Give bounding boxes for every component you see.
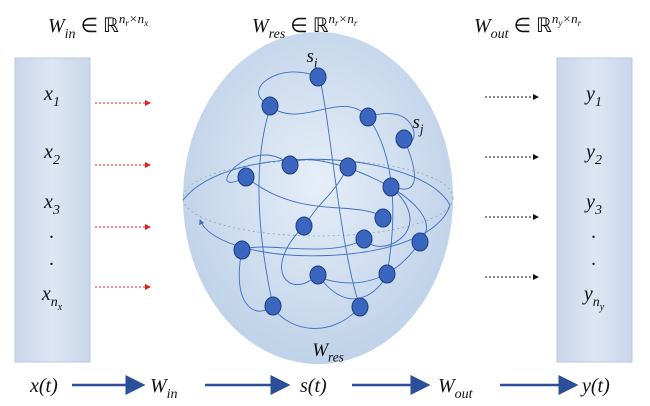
math-label: x1 (43, 83, 60, 110)
labels: Win ∈ ℝnr×nx Wres ∈ ℝnr×nr Wout ∈ ℝny×nrx1… (29, 11, 610, 402)
subscript: j (418, 122, 424, 137)
subscript: out (491, 27, 510, 42)
math-label: xnx (41, 283, 63, 313)
math-label: yny (582, 283, 605, 313)
math-label: Wout ∈ ℝny×nr (474, 11, 582, 42)
math-label: Win (150, 375, 178, 402)
subscript: in (167, 387, 178, 402)
output-arrows (485, 94, 539, 280)
subscript: 2 (595, 153, 602, 168)
symbol: W (150, 375, 169, 397)
math-label: x2 (43, 141, 60, 168)
subscript: out (455, 387, 474, 402)
math-label: x3 (43, 191, 60, 218)
subscript: in (65, 27, 76, 42)
input-arrows (95, 100, 151, 290)
subscript: n (51, 295, 58, 310)
output-box (556, 57, 633, 363)
symbol: W (312, 340, 330, 361)
math-label: Wres ∈ ℝnr×nr (252, 11, 358, 42)
symbol: W (48, 15, 67, 37)
math-label: s(t) (300, 375, 327, 397)
math-label: sj (412, 112, 423, 137)
symbol: y (582, 283, 593, 305)
superscript-sub: r (578, 18, 582, 28)
relation: ∈ ℝ (285, 15, 328, 37)
subscript: 1 (53, 95, 60, 110)
symbol: x(t) (29, 375, 58, 397)
equator (182, 159, 454, 237)
symbol: s (412, 112, 419, 133)
superscript: n (329, 11, 336, 26)
symbol: . (592, 248, 597, 270)
input-box (14, 57, 91, 363)
symbol: s (306, 46, 313, 67)
subscript: x (57, 302, 63, 313)
relation: ∈ ℝ (509, 15, 552, 37)
symbol: W (252, 15, 271, 37)
symbol: W (474, 15, 493, 37)
symbol: . (50, 221, 55, 243)
math-label: y1 (584, 83, 602, 110)
superscript: ×n (129, 11, 144, 26)
math-label: . (592, 248, 597, 270)
superscript-sub: r (125, 18, 129, 28)
symbol: s(t) (300, 375, 327, 397)
math-label: y3 (584, 191, 602, 218)
symbol: y (584, 191, 595, 213)
math-label: y2 (584, 141, 602, 168)
math-label: . (50, 248, 55, 270)
superscript: n (552, 11, 559, 26)
symbol: x (43, 141, 53, 163)
symbol: W (438, 375, 457, 397)
math-label: Wout (438, 375, 474, 402)
superscript-sub: r (335, 18, 339, 28)
subscript: n (593, 295, 600, 310)
subscript: 3 (594, 203, 602, 218)
math-label: x(t) (29, 375, 58, 397)
superscript-sub: x (143, 18, 148, 28)
math-label: si (306, 46, 317, 71)
superscript: ×n (562, 11, 577, 26)
superscript-sub: y (557, 18, 562, 28)
symbol: . (592, 221, 597, 243)
math-label: Wres (312, 340, 344, 365)
subscript: i (314, 56, 318, 71)
symbol: y (584, 141, 595, 163)
subscript: y (599, 302, 605, 313)
relation: ∈ ℝ (76, 15, 119, 37)
superscript: n (119, 11, 126, 26)
symbol: y (584, 83, 595, 105)
subscript: res (328, 350, 344, 365)
symbol: . (50, 248, 55, 270)
superscript-sub: r (354, 18, 358, 28)
math-label: y(t) (580, 375, 610, 397)
math-label: . (592, 221, 597, 243)
subscript: res (269, 27, 286, 42)
nodes (233, 67, 429, 317)
superscript: ×n (339, 11, 354, 26)
math-label: . (50, 221, 55, 243)
subscript: 1 (595, 95, 602, 110)
subscript: 2 (53, 153, 60, 168)
symbol: y(t) (580, 375, 610, 397)
subscript: 3 (52, 203, 60, 218)
symbol: x (41, 283, 51, 305)
symbol: x (43, 83, 53, 105)
symbol: x (43, 191, 53, 213)
math-label: Win ∈ ℝnr×nx (48, 11, 148, 42)
